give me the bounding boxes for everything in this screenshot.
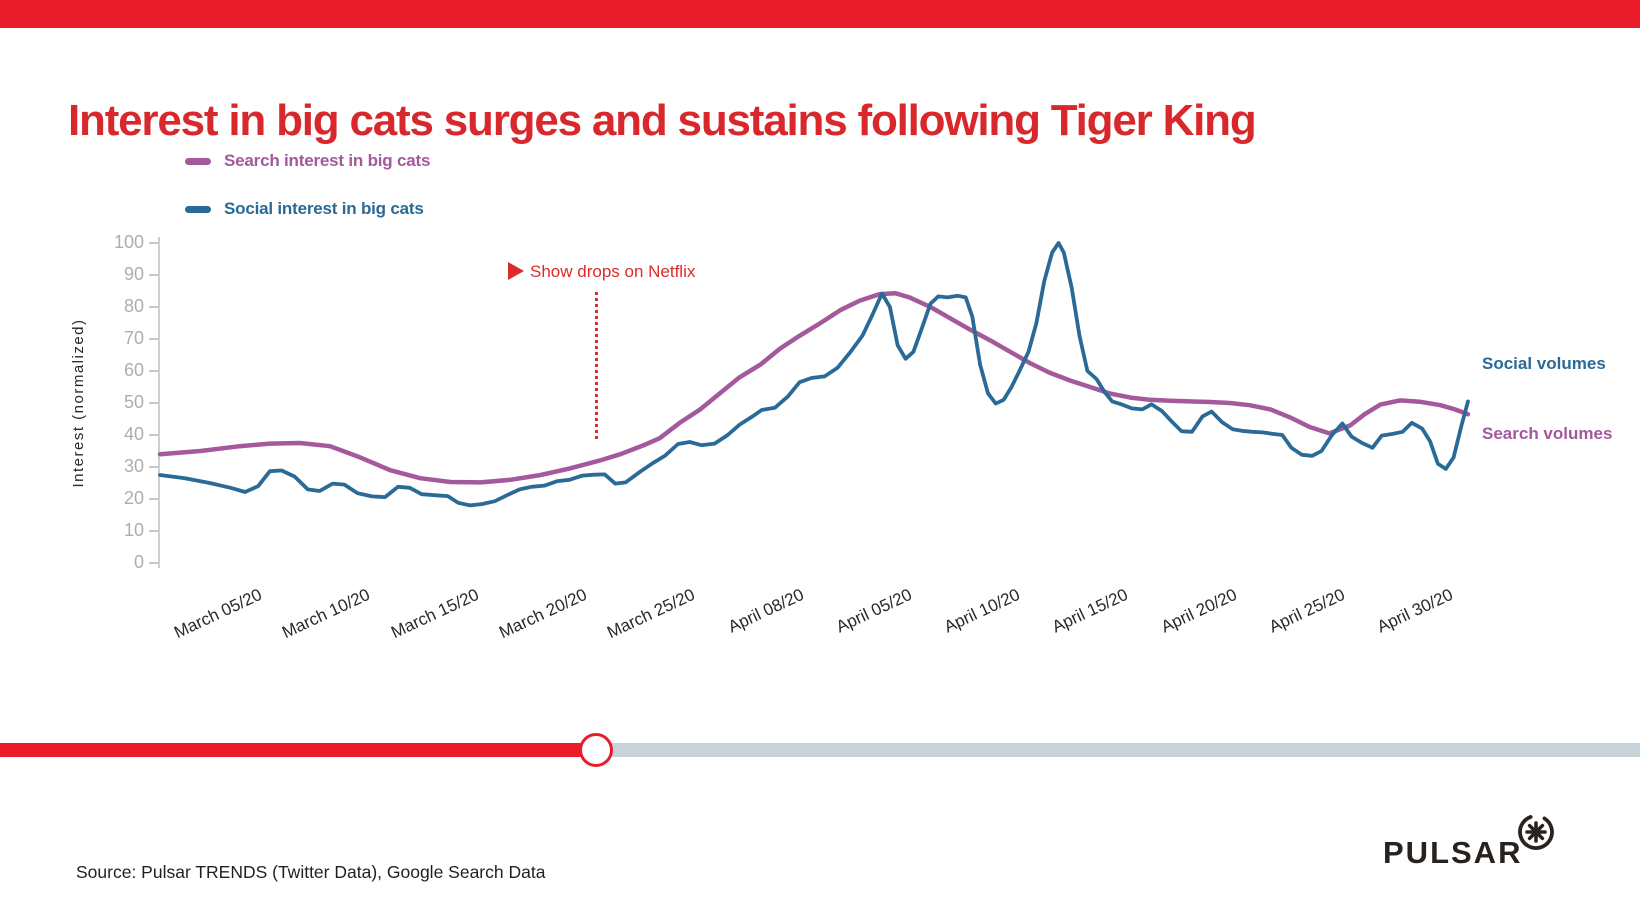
annotation-label: Show drops on Netflix: [530, 262, 696, 281]
search-series-swatch-icon: [185, 157, 211, 165]
play-triangle-icon: [508, 262, 524, 280]
source-text: Source: Pulsar TRENDS (Twitter Data), Go…: [76, 862, 546, 882]
y-tick-label: 80: [123, 296, 144, 316]
y-tick-label: 100: [113, 232, 144, 252]
legend-item-social-interest: Social interest in big cats: [185, 198, 424, 220]
y-tick-label: 40: [123, 424, 144, 444]
y-tick-label: 30: [123, 456, 144, 476]
progress-fill: [0, 743, 585, 757]
pulsar-asterisk-icon: [1518, 814, 1554, 850]
social-series-swatch-icon: [185, 205, 211, 213]
y-tick-label: 70: [123, 328, 144, 348]
page-title: Interest in big cats surges and sustains…: [68, 96, 1257, 146]
progress-handle[interactable]: [579, 733, 613, 767]
y-tick-label: 10: [123, 520, 144, 540]
social-volumes-label: Social volumes: [1482, 354, 1606, 373]
annotation-dotted-line: [595, 292, 598, 439]
legend-label: Social interest in big cats: [224, 199, 424, 218]
y-tick-label: 20: [123, 488, 144, 508]
y-tick-label: 90: [123, 264, 144, 284]
y-tick-label: 60: [123, 360, 144, 380]
y-tick-label: 0: [133, 552, 144, 572]
search-volumes-label: Search volumes: [1482, 424, 1613, 443]
pulsar-logo-text: PULSAR: [1383, 835, 1523, 870]
legend-label: Search interest in big cats: [224, 151, 431, 170]
y-tick-label: 50: [123, 392, 144, 412]
legend-item-search-interest: Search interest in big cats: [185, 150, 430, 172]
top-accent-bar: [0, 0, 1640, 28]
